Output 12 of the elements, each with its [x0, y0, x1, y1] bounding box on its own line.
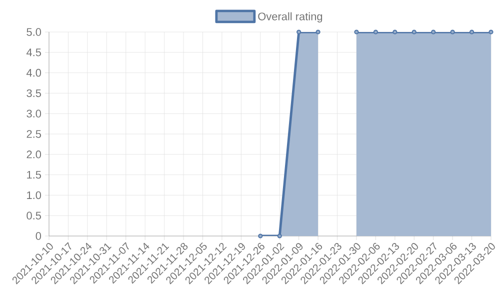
y-tick-label: 2.0 — [26, 150, 42, 158]
y-tick-label: 5.0 — [26, 28, 42, 36]
y-tick-label: 4.0 — [26, 68, 42, 77]
legend-label: Overall rating — [258, 12, 322, 22]
y-tick-label: 0 — [36, 232, 42, 240]
y-tick-label: 3.0 — [26, 110, 42, 118]
y-tick-label: 3.5 — [26, 89, 42, 98]
y-tick-label: 1.0 — [27, 191, 42, 200]
y-tick-label: 1.5 — [27, 170, 42, 179]
y-tick-label: 2.5 — [26, 130, 42, 138]
y-tick-label: 0.5 — [26, 212, 42, 220]
y-tick-label: 4.5 — [26, 48, 42, 56]
